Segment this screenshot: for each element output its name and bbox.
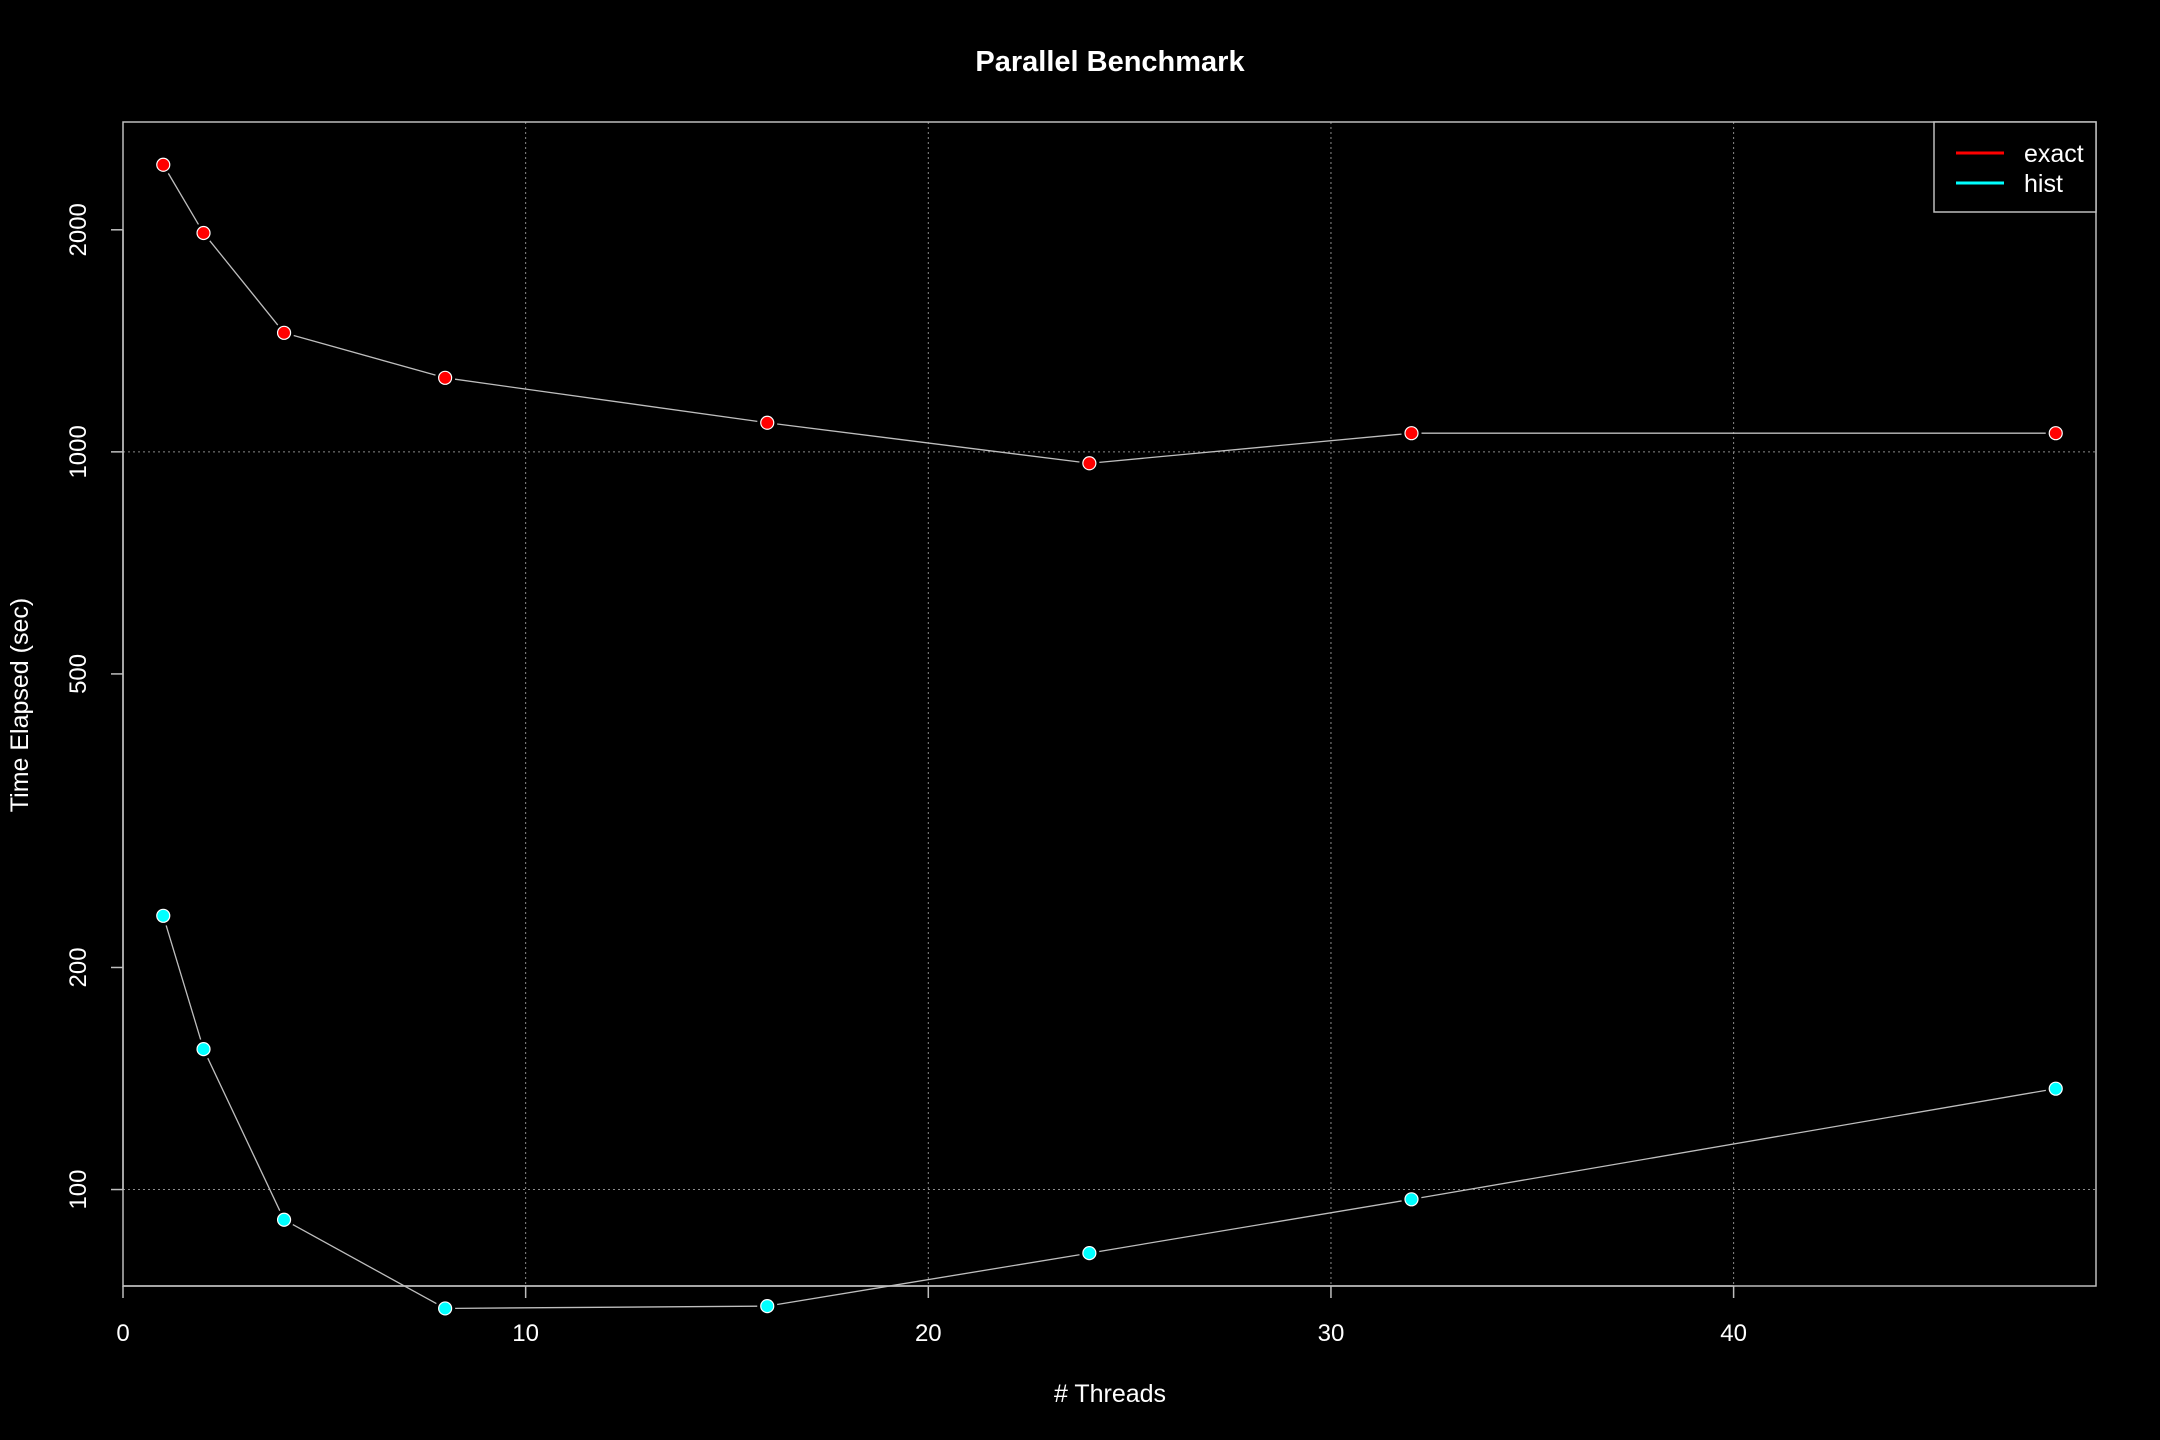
series-line-segment [209, 240, 279, 326]
data-point [760, 1298, 775, 1314]
data-point [760, 415, 775, 430]
axes-layer: 0 10 20 30 40 100 200 500 1000 2000 [65, 203, 1747, 1347]
data-point [2048, 426, 2063, 441]
data-point [196, 1042, 211, 1057]
x-tick-label: 0 [116, 1320, 129, 1347]
series-line-segment [777, 1254, 1080, 1306]
data-point [196, 225, 211, 241]
series-layer [156, 157, 2063, 1316]
chart-title: Parallel Benchmark [975, 46, 1245, 78]
y-tick-label: 200 [65, 947, 92, 987]
x-tick-label: 10 [512, 1320, 539, 1347]
y-tick-label: 100 [65, 1170, 92, 1210]
series-line-segment [293, 334, 436, 376]
series-exact [156, 157, 2063, 471]
data-point [1404, 1192, 1419, 1207]
series-line-segment [454, 378, 758, 423]
x-tick-label: 20 [915, 1320, 942, 1347]
series-line-segment [165, 925, 202, 1040]
y-tick-label: 1000 [65, 425, 92, 478]
series-line-segment [777, 423, 1080, 463]
legend-label: exact [2024, 140, 2084, 168]
data-point [2048, 1081, 2063, 1096]
series-line-segment [1421, 1089, 2046, 1199]
x-tick-label: 40 [1720, 1320, 1747, 1347]
series-line-segment [455, 1305, 758, 1309]
series-line-segment [292, 1224, 437, 1305]
data-point [1082, 1246, 1097, 1261]
data-point [156, 908, 171, 923]
legend-box [1933, 121, 2097, 213]
data-point [276, 1212, 292, 1227]
y-axis-label: Time Elapsed (sec) [6, 598, 34, 812]
series-line-segment [1099, 433, 1402, 463]
series-line-segment [1099, 1200, 1402, 1253]
data-point [156, 157, 171, 172]
data-point [438, 1301, 453, 1316]
series-hist [156, 908, 2063, 1316]
data-point [1082, 456, 1097, 471]
y-tick-label: 500 [65, 654, 92, 694]
x-tick-label: 30 [1318, 1320, 1345, 1347]
series-line-segment [167, 173, 200, 225]
x-axis-label: # Threads [1054, 1380, 1166, 1408]
data-point [276, 325, 292, 340]
y-tick-label: 2000 [65, 203, 92, 256]
data-point [1404, 426, 1419, 441]
legend-label: hist [2024, 170, 2063, 198]
data-point [438, 370, 453, 385]
series-line-segment [207, 1057, 281, 1211]
